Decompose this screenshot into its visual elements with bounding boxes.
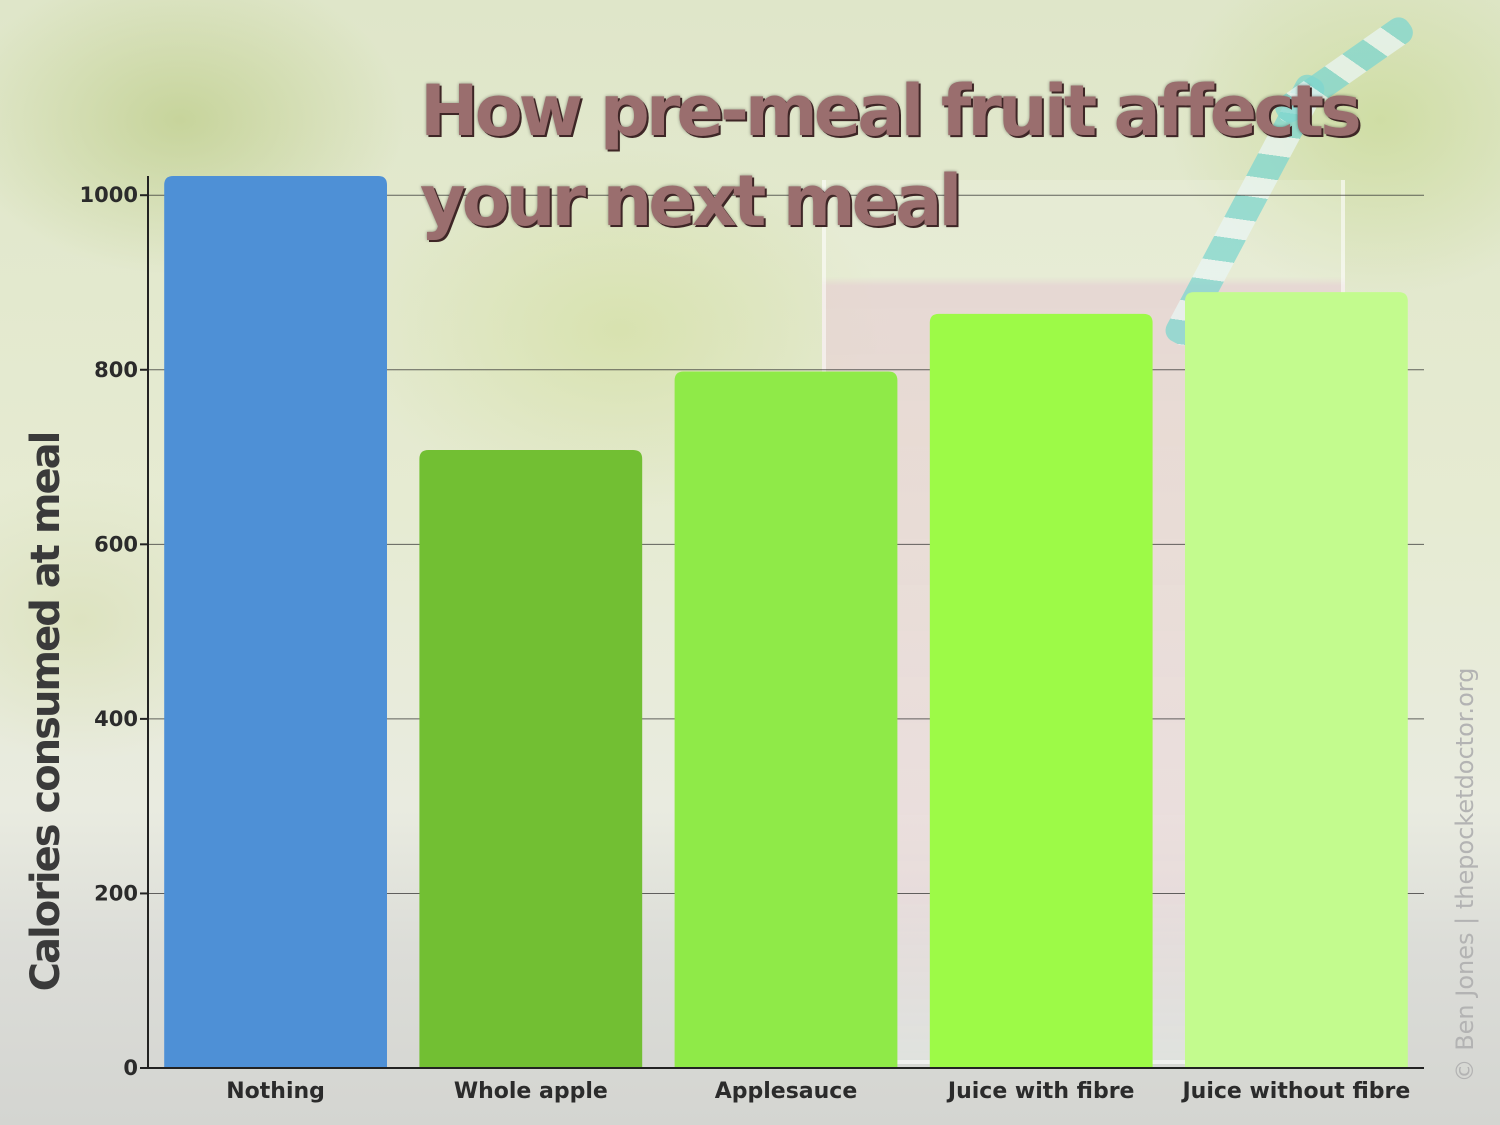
x-category-label: Nothing [226,1079,325,1104]
bar-applesauce [674,371,898,1068]
bar-juice-without-fibre [1185,292,1408,1069]
y-tick-label: 400 [94,707,138,731]
bars [164,176,1408,1069]
copyright-credit: © Ben Jones | thepocketdoctor.org [1451,667,1479,1083]
y-axis-label: Calories consumed at meal [23,432,69,992]
x-category-label: Applesauce [715,1079,858,1104]
y-tick-label: 200 [94,881,138,905]
y-tick-label: 600 [94,532,138,556]
x-category-label: Juice with fibre [946,1079,1135,1104]
y-tick-labels: 0 200 400 600 800 1000 [80,183,138,1080]
y-tick-label: 800 [94,358,138,382]
bar-whole-apple [419,450,643,1068]
y-tick-label: 0 [123,1056,138,1080]
axes [140,176,1424,1069]
x-category-labels: Nothing Whole apple Applesauce Juice with f… [226,1079,1410,1104]
x-category-label: Whole apple [454,1079,608,1104]
x-category-label: Juice without fibre [1180,1079,1410,1104]
y-tick-label: 1000 [80,183,138,207]
bar-nothing [164,176,387,1068]
chart-title: How pre-meal fruit affects your next mea… [420,70,1362,242]
bar-juice-with-fibre [929,313,1153,1068]
